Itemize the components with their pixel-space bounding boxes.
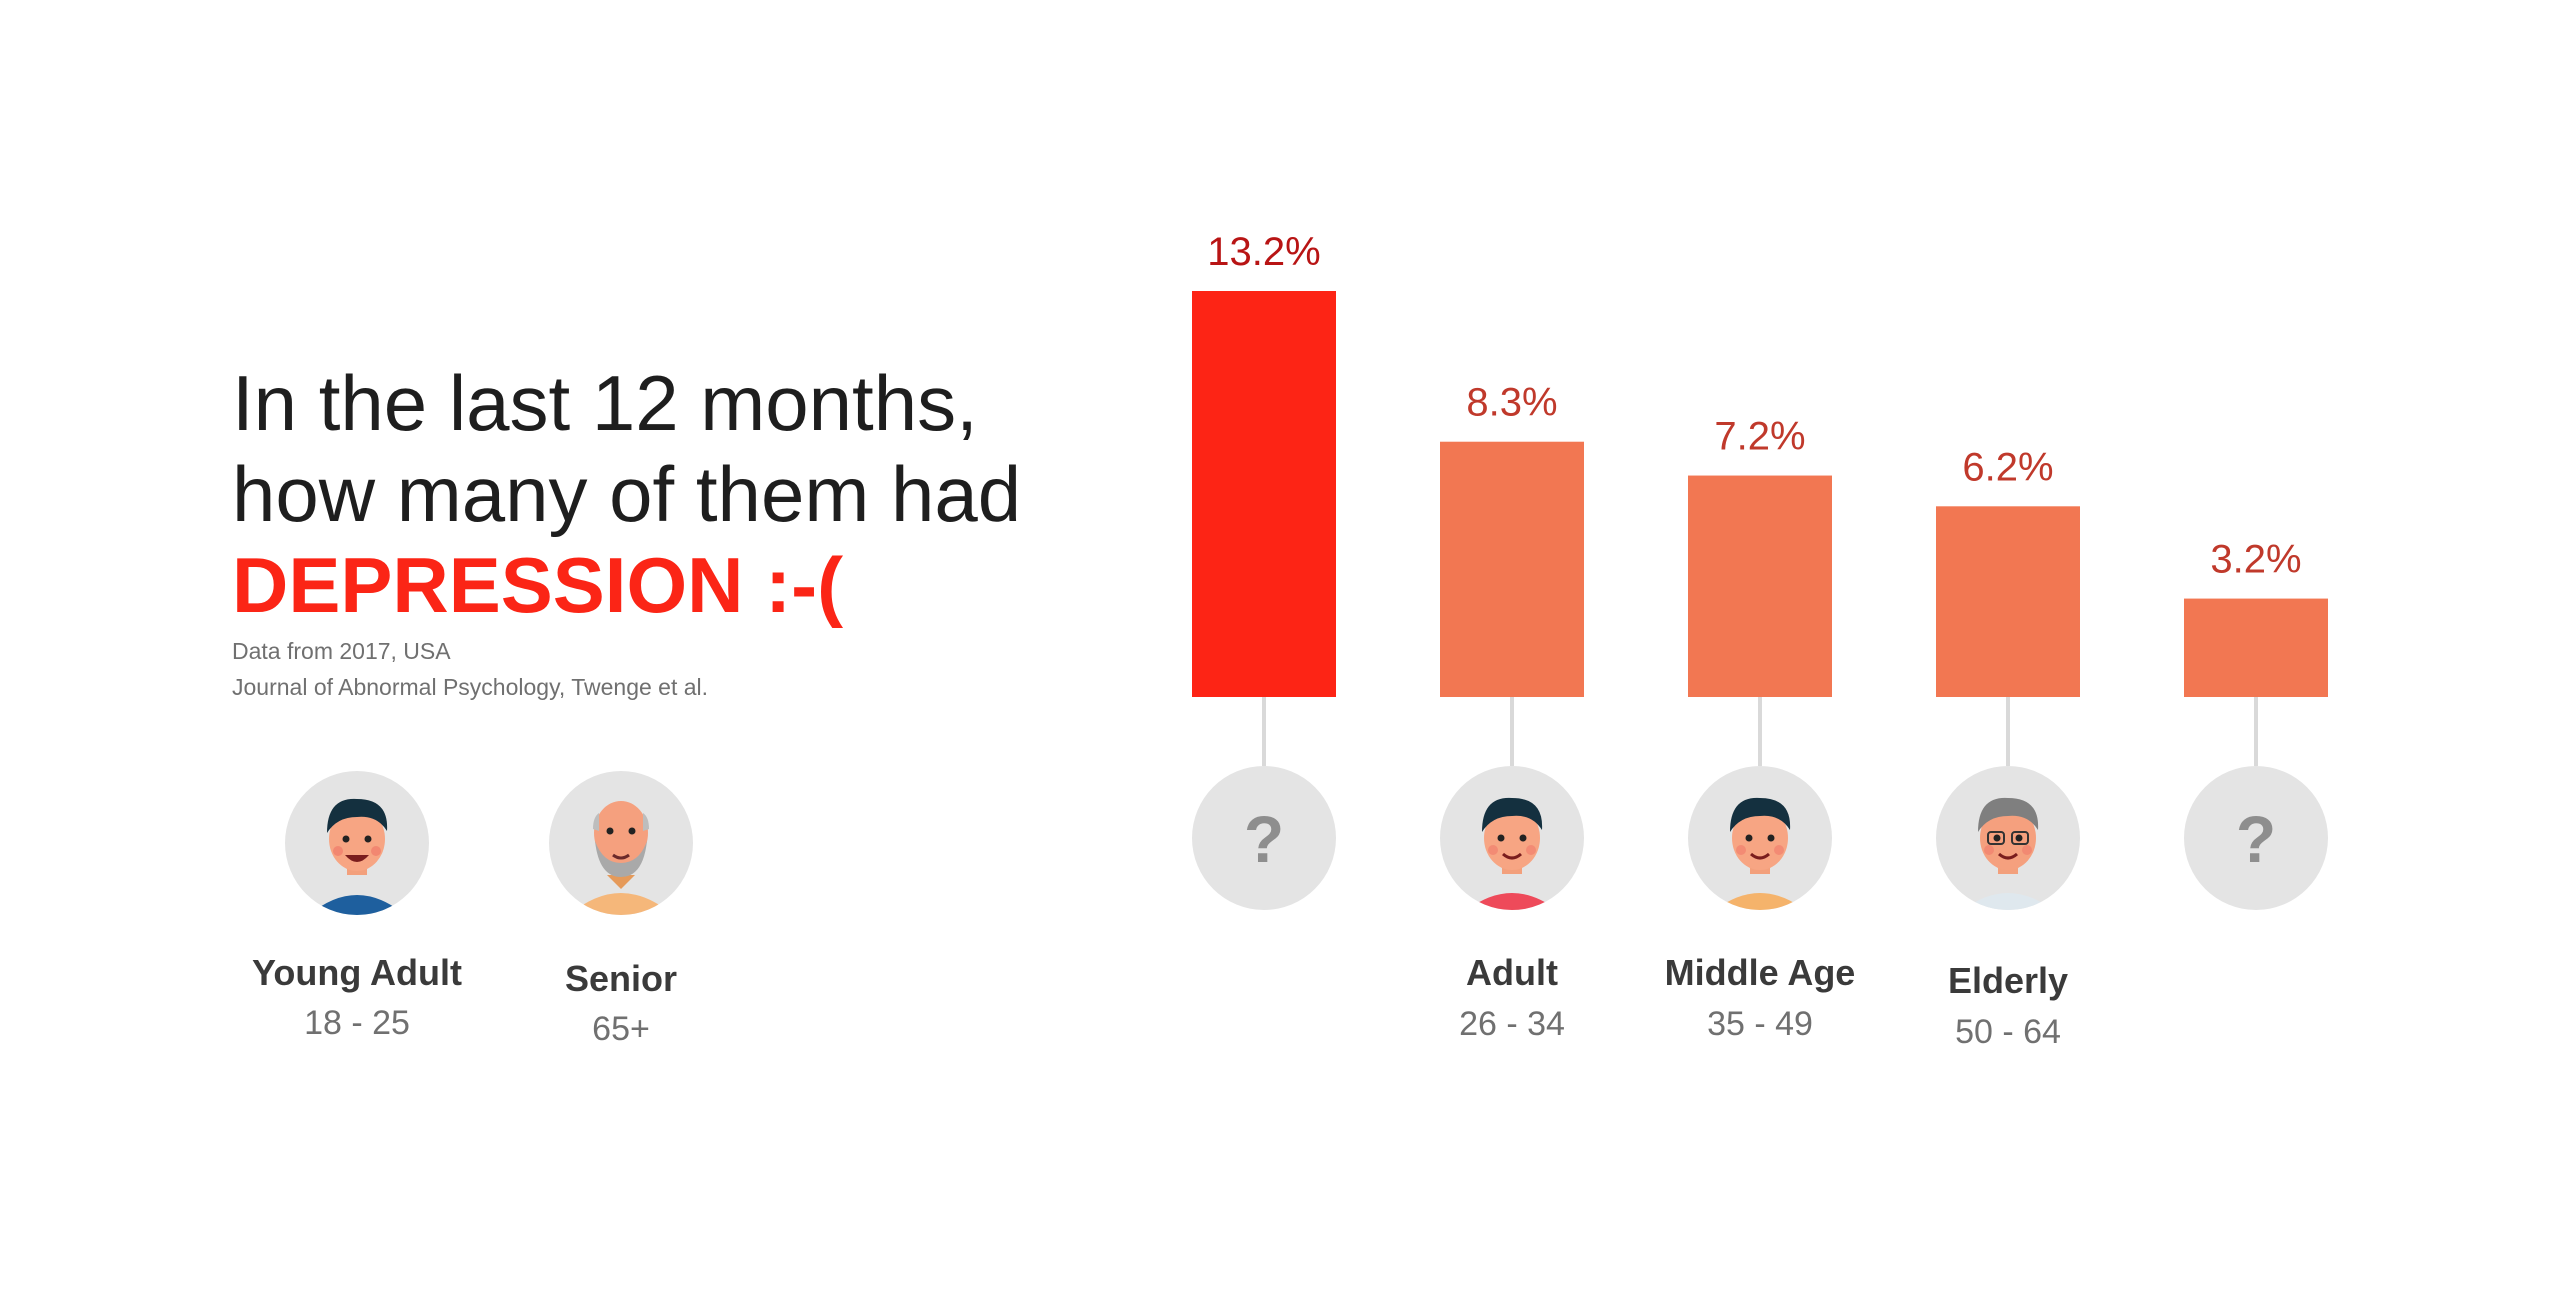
avatar-hair: [1730, 797, 1791, 832]
bar: [1440, 441, 1584, 697]
avatar-eye: [1745, 834, 1753, 842]
data-source: Data from 2017, USA Journal of Abnormal …: [232, 633, 708, 705]
category-ages: 35 - 49: [1707, 1005, 1813, 1043]
avatar-glasses: [1987, 831, 2005, 845]
legend-person-senior: Senior 65+: [491, 771, 751, 1051]
legend-person-ages: 18 - 25: [304, 1004, 410, 1042]
question-mark-icon: ?: [2184, 766, 2328, 910]
category-ages: 50 - 64: [1955, 1013, 2061, 1051]
bar: [1192, 291, 1336, 697]
category-ages: 26 - 34: [1459, 1005, 1565, 1043]
headline-line-2: how many of them had: [232, 450, 1022, 538]
bar: [1688, 475, 1832, 697]
elderly-avatar-icon: [1936, 766, 2080, 910]
avatar-cheek: [1774, 845, 1784, 855]
avatar-circle: [1192, 766, 1336, 910]
avatar-figure: [1958, 797, 2058, 910]
headline-emphasis: DEPRESSION :-(: [232, 541, 844, 629]
source-line-1: Data from 2017, USA: [232, 638, 451, 664]
bar: [1936, 506, 2080, 697]
question-mark-glyph: ?: [1244, 802, 1284, 876]
question-mark-icon: ?: [1192, 766, 1336, 910]
bar-value-label: 13.2%: [1207, 230, 1320, 274]
question-mark-glyph: ?: [2236, 802, 2276, 876]
category-name: Elderly: [1948, 960, 2068, 1001]
category-name: Middle Age: [1665, 952, 1856, 993]
senior-avatar-icon: [549, 771, 693, 915]
avatar-cheek: [1526, 845, 1536, 855]
avatar-hair: [1482, 797, 1543, 832]
avatar-mouth: [1750, 852, 1770, 860]
avatar-eye: [1519, 834, 1527, 842]
avatar-circle: [2184, 766, 2328, 910]
bar-value-label: 7.2%: [1714, 415, 1805, 459]
bar-value-label: 8.3%: [1466, 381, 1557, 425]
avatar-hair: [1978, 797, 2039, 832]
legend-person-name: Young Adult: [252, 952, 462, 993]
young-adult-avatar-icon: [285, 771, 429, 915]
avatar-cheek: [2022, 845, 2032, 855]
legend-person-ages: 65+: [592, 1010, 650, 1048]
avatar-face: [1732, 806, 1788, 870]
avatar-cheek: [1488, 845, 1498, 855]
bar-value-label: 6.2%: [1962, 445, 2053, 489]
avatar-eye: [1993, 834, 2001, 842]
bar: [2184, 598, 2328, 697]
avatar-face: [1980, 806, 2036, 870]
avatar-mouth: [1502, 852, 1522, 860]
avatar-eye: [2015, 834, 2023, 842]
middle-age-avatar-icon: [1688, 766, 1832, 910]
source-line-2: Journal of Abnormal Psychology, Twenge e…: [232, 674, 709, 700]
avatar-mouth: [1998, 852, 2018, 860]
avatar-eye: [1497, 834, 1505, 842]
avatar-cheek: [1736, 845, 1746, 855]
avatar-face: [1484, 806, 1540, 870]
legend-person-young-adult: Young Adult 18 - 25: [227, 771, 487, 1045]
category-name: Adult: [1466, 952, 1558, 993]
adult-avatar-icon: [1440, 766, 1584, 910]
legend-person-name: Senior: [564, 958, 678, 999]
headline: In the last 12 months, how many of them …: [232, 358, 1021, 631]
avatar-glasses: [2011, 831, 2029, 845]
bar-value-label: 3.2%: [2210, 538, 2301, 582]
avatar-eye: [1767, 834, 1775, 842]
avatar-cheek: [1984, 845, 1994, 855]
headline-line-1: In the last 12 months,: [232, 359, 978, 447]
